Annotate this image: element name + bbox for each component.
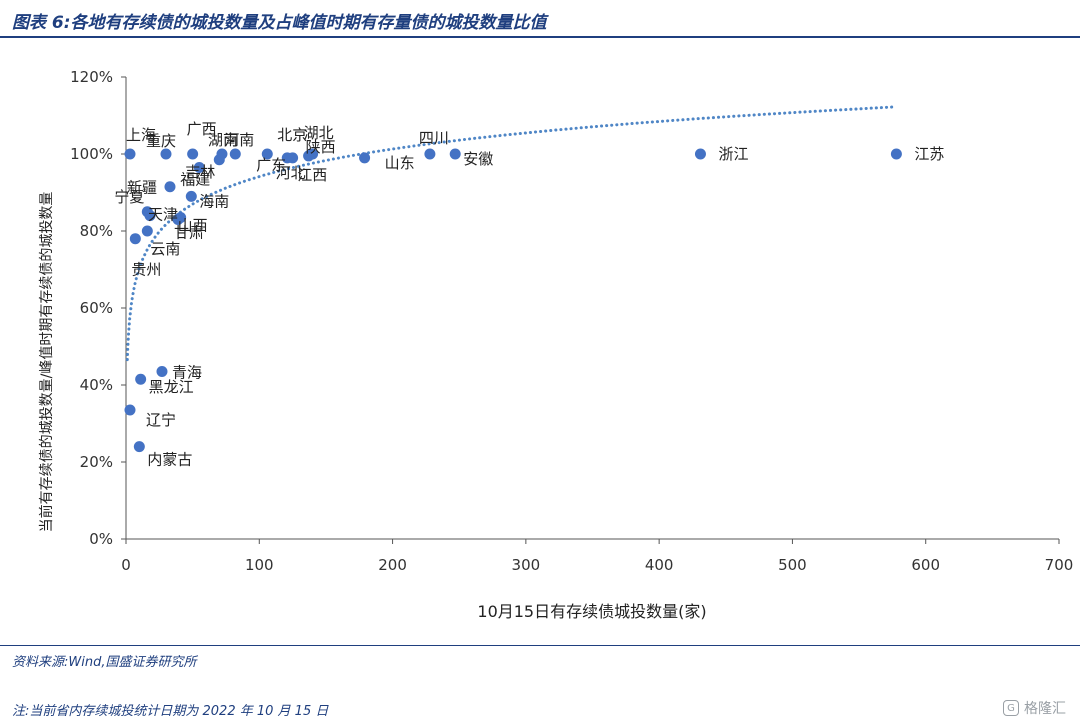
y-tick-label: 60% <box>80 299 113 317</box>
y-tick-label: 40% <box>80 376 113 394</box>
point-label: 贵州 <box>131 261 161 279</box>
x-tick-label: 400 <box>645 556 674 574</box>
data-point <box>193 161 205 173</box>
point-label: 广东 <box>256 156 286 174</box>
data-point <box>133 441 145 453</box>
data-point <box>305 148 317 160</box>
data-point <box>124 148 136 160</box>
point-label: 四川 <box>419 129 449 147</box>
watermark: G 格隆汇 <box>1003 698 1066 718</box>
data-point <box>287 152 299 164</box>
trendline-path <box>125 105 898 362</box>
watermark-text: 格隆汇 <box>1024 701 1066 717</box>
data-point <box>213 154 225 166</box>
point-label: 河北 <box>276 164 306 182</box>
gelonghui-logo-icon: G <box>1003 700 1019 716</box>
y-tick-label: 100% <box>70 145 113 163</box>
data-point <box>185 190 197 202</box>
point-label: 陕西 <box>306 138 336 156</box>
scatter-chart: 0 100 200 300 400 500 600 700 0% 20% 40% 60% 80% 100%… <box>70 68 1073 574</box>
point-label: 安徽 <box>463 150 493 168</box>
point-label: 浙江 <box>718 145 748 163</box>
x-tick-label: 700 <box>1045 556 1074 574</box>
data-point <box>187 148 199 160</box>
data-point <box>229 148 241 160</box>
point-label: 山西 <box>178 217 208 235</box>
figure-title: 图表 6:各地有存续债的城投数量及占峰值时期有存量债的城投数量比值 <box>12 13 547 33</box>
x-tick-label: 100 <box>245 556 274 574</box>
point-label: 湖北 <box>304 124 334 142</box>
data-point <box>129 233 141 245</box>
point-label: 黑龙江 <box>149 378 194 396</box>
data-point <box>172 213 184 225</box>
data-point <box>449 148 461 160</box>
data-point <box>124 404 136 416</box>
x-tick-label: 300 <box>512 556 541 574</box>
data-point <box>424 148 436 160</box>
x-tick-label: 500 <box>778 556 807 574</box>
y-axis-title: 当前有存续债的城投数量/峰值时期有存续债的城投数量 <box>39 191 55 533</box>
point-label: 湖南 <box>208 131 238 149</box>
x-tick-label: 0 <box>121 556 131 574</box>
title-divider <box>0 36 1080 38</box>
point-label: 新疆 <box>127 179 157 197</box>
source-note: 资料来源:Wind,国盛证券研究所 <box>12 655 197 670</box>
point-label: 辽宁 <box>146 411 176 429</box>
data-point <box>164 181 176 193</box>
point-label: 福建 <box>180 170 210 188</box>
point-label: 天津 <box>148 206 178 224</box>
point-label: 海南 <box>199 192 229 210</box>
point-label: 甘肃 <box>174 223 204 241</box>
y-tick-label: 80% <box>80 222 113 240</box>
point-label: 内蒙古 <box>147 451 192 469</box>
point-label: 重庆 <box>146 132 176 150</box>
data-point <box>135 373 147 385</box>
x-tick-label: 600 <box>911 556 940 574</box>
data-points <box>124 148 902 453</box>
point-label: 江西 <box>297 166 327 184</box>
data-point <box>261 148 273 160</box>
chart-axes: 0 100 200 300 400 500 600 700 0% 20% 40% 60% 80% 100%… <box>70 68 1073 574</box>
y-tick-label: 0% <box>89 530 113 548</box>
y-tick-label: 120% <box>70 68 113 86</box>
point-label: 吉林 <box>185 163 215 181</box>
data-point <box>141 225 153 237</box>
point-label: 山东 <box>385 154 415 172</box>
point-label: 青海 <box>172 364 202 382</box>
footnote: 注:当前省内存续城投统计日期为 2022 年 10 月 15 日 <box>12 704 329 719</box>
point-label: 广西 <box>187 120 217 138</box>
x-tick-label: 200 <box>378 556 407 574</box>
point-label: 北京 <box>277 126 307 144</box>
data-point <box>890 148 902 160</box>
data-point <box>144 210 156 222</box>
x-axis-title: 10月15日有存续债城投数量(家) <box>477 602 707 621</box>
point-label: 河南 <box>224 131 254 149</box>
data-point <box>160 148 172 160</box>
y-tick-label: 20% <box>80 453 113 471</box>
trendline <box>125 105 898 362</box>
data-point <box>694 148 706 160</box>
point-label: 云南 <box>150 240 180 258</box>
data-point <box>359 152 371 164</box>
point-label: 宁夏 <box>114 188 144 206</box>
footer-divider <box>0 645 1080 646</box>
data-point <box>156 366 168 378</box>
point-label: 江苏 <box>914 145 944 163</box>
point-label: 上海 <box>126 126 156 144</box>
